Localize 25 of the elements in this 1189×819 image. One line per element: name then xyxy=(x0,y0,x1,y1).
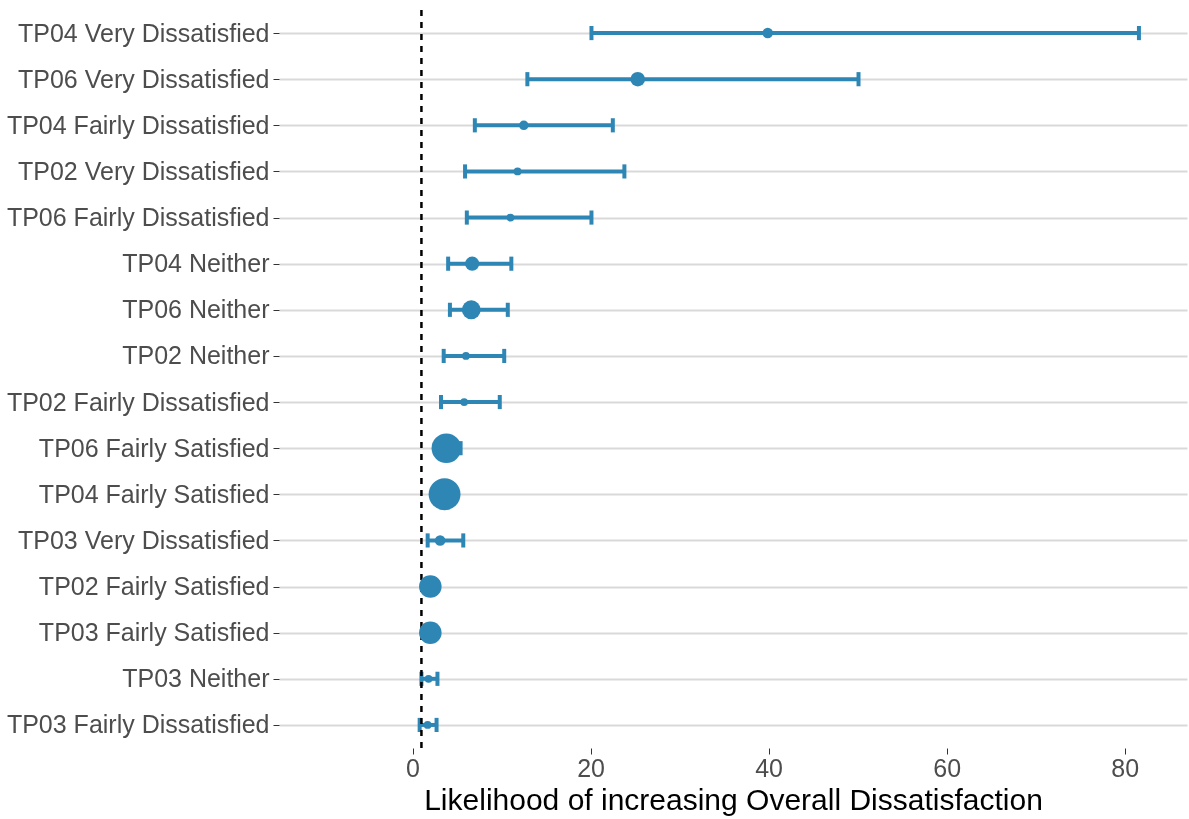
y-tick-label: TP02 Fairly Dissatisfied xyxy=(6,387,270,416)
y-tick-label: TP02 Neither xyxy=(122,341,270,370)
y-tick-label: TP03 Very Dissatisfied xyxy=(18,525,270,554)
y-tick-label: TP04 Fairly Dissatisfied xyxy=(6,110,270,139)
y-tick-label: TP06 Very Dissatisfied xyxy=(18,64,270,93)
x-tick-label: 80 xyxy=(1111,753,1140,782)
x-tick-label: 40 xyxy=(755,753,784,782)
point xyxy=(762,27,774,39)
y-tick-label: TP03 Fairly Dissatisfied xyxy=(6,710,270,739)
y-tick-label: TP06 Neither xyxy=(122,295,270,324)
y-tick-label: TP04 Neither xyxy=(122,249,270,278)
y-tick-label: TP04 Very Dissatisfied xyxy=(18,18,270,47)
x-tick-label: 0 xyxy=(406,753,420,782)
y-tick-label: TP04 Fairly Satisfied xyxy=(38,479,270,508)
y-tick-label: TP03 Fairly Satisfied xyxy=(38,618,270,647)
x-axis-title: Likelihood of increasing Overall Dissatisfaction xyxy=(424,782,1043,816)
y-tick-label: TP02 Fairly Satisfied xyxy=(38,572,270,601)
x-tick-label: 20 xyxy=(577,753,605,782)
point xyxy=(519,120,529,131)
y-tick-label: TP03 Neither xyxy=(122,664,270,693)
y-tick-label: TP06 Fairly Satisfied xyxy=(38,433,270,462)
point xyxy=(434,535,446,546)
y-tick-label: TP02 Very Dissatisfied xyxy=(18,156,270,185)
y-tick-label: TP06 Fairly Dissatisfied xyxy=(6,203,270,232)
x-tick-label: 60 xyxy=(933,753,962,782)
